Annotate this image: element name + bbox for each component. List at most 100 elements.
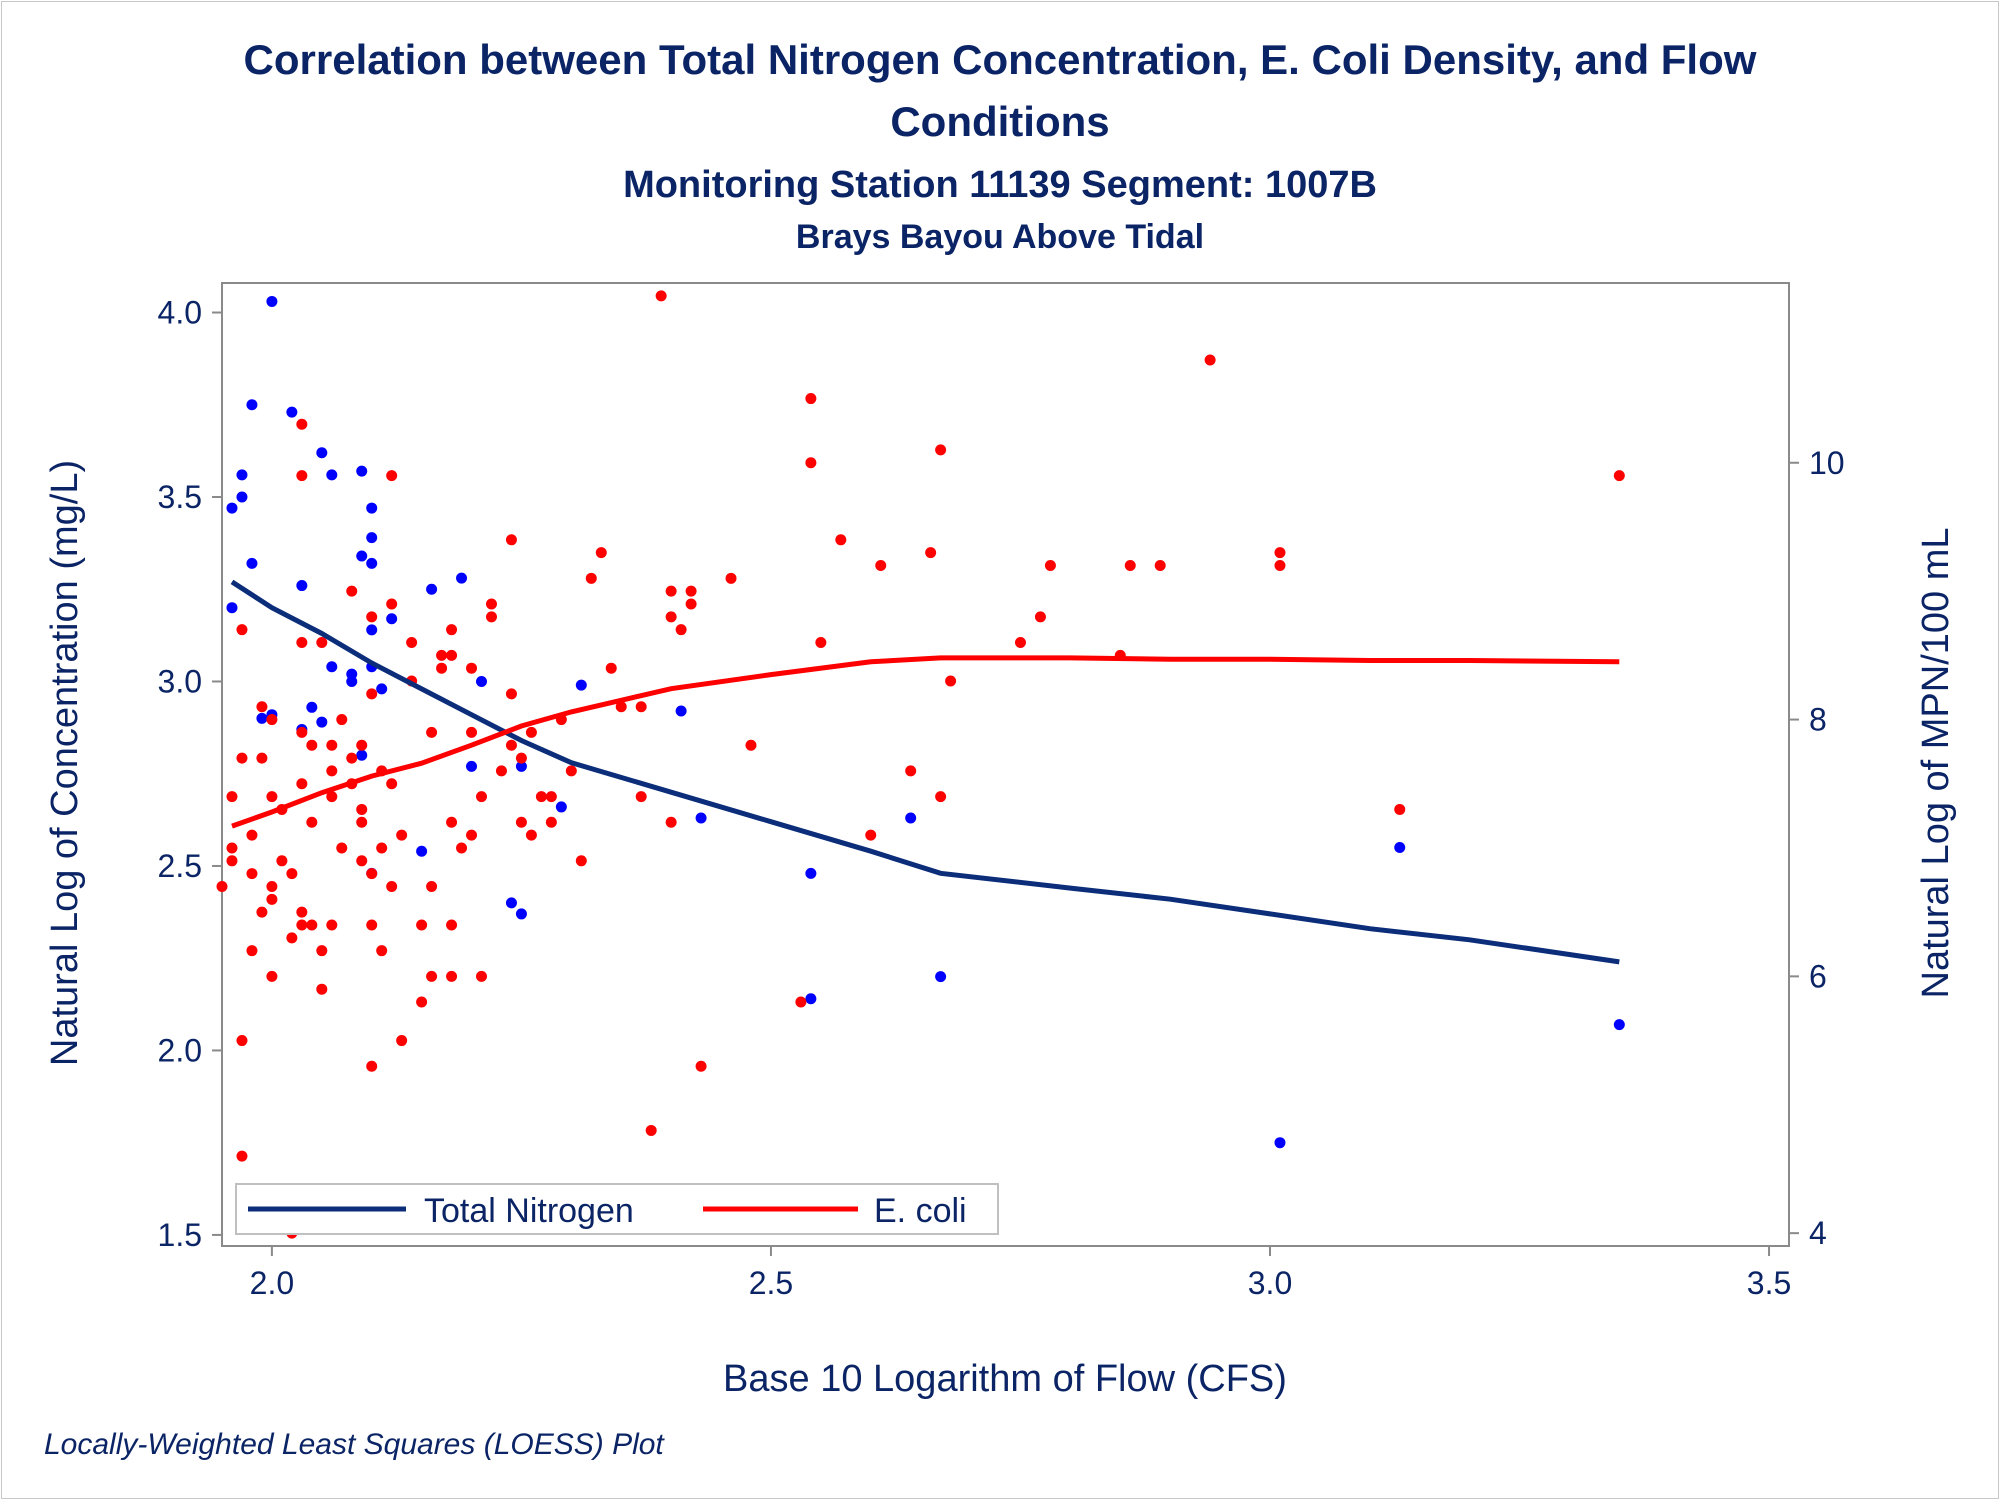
ecoli-data-point xyxy=(426,880,438,892)
nitrogen-data-point xyxy=(935,971,947,983)
ecoli-data-point xyxy=(386,598,398,610)
nitrogen-data-point xyxy=(326,469,338,481)
ecoli-data-point xyxy=(535,791,547,803)
ecoli-data-point xyxy=(306,739,318,751)
x-tick-label: 2.0 xyxy=(250,1265,294,1301)
legend-label-ecoli: E. coli xyxy=(874,1192,967,1230)
ecoli-data-point xyxy=(725,572,737,584)
ecoli-data-point xyxy=(446,816,458,828)
ecoli-data-point xyxy=(515,752,527,764)
ecoli-data-point xyxy=(336,842,348,854)
nitrogen-data-point xyxy=(306,701,318,713)
ecoli-data-point xyxy=(935,444,947,456)
ecoli-data-point xyxy=(1394,803,1406,815)
ecoli-data-point xyxy=(386,880,398,892)
y-tick-label: 4.0 xyxy=(158,295,202,331)
ecoli-data-point xyxy=(635,701,647,713)
nitrogen-data-point xyxy=(236,469,248,481)
ecoli-data-point xyxy=(226,855,238,867)
ecoli-data-point xyxy=(685,598,697,610)
ecoli-data-point xyxy=(366,868,378,880)
ecoli-data-point xyxy=(525,829,537,841)
ecoli-data-point xyxy=(835,534,847,546)
y-tick-label: 2.5 xyxy=(158,848,202,884)
footnote: Locally-Weighted Least Squares (LOESS) P… xyxy=(44,1428,664,1461)
y2-tick-label: 8 xyxy=(1809,702,1827,738)
ecoli-data-point xyxy=(436,662,448,674)
plot-area xyxy=(221,282,1790,1247)
ecoli-data-point xyxy=(575,855,587,867)
ecoli-data-point xyxy=(505,739,517,751)
ecoli-data-point xyxy=(485,598,497,610)
y-tick-label: 2.0 xyxy=(158,1032,202,1068)
ecoli-data-point xyxy=(515,816,527,828)
nitrogen-data-point xyxy=(1613,1019,1625,1031)
nitrogen-data-point xyxy=(575,679,587,691)
y-axis-label-right: Natural Log of MPN/100 mL xyxy=(1915,527,1957,998)
ecoli-data-point xyxy=(426,726,438,738)
nitrogen-data-point xyxy=(356,550,368,562)
ecoli-data-point xyxy=(545,791,557,803)
ecoli-data-point xyxy=(266,791,278,803)
ecoli-data-point xyxy=(266,970,278,982)
y2-tick-label: 4 xyxy=(1809,1215,1827,1251)
ecoli-data-point xyxy=(1014,637,1026,649)
ecoli-data-point xyxy=(296,919,308,931)
nitrogen-data-point xyxy=(316,447,328,459)
ecoli-data-point xyxy=(236,624,248,636)
ecoli-data-point xyxy=(466,662,478,674)
nitrogen-data-point xyxy=(515,760,527,772)
nitrogen-data-point xyxy=(675,705,687,717)
ecoli-data-point xyxy=(326,739,338,751)
ecoli-data-point xyxy=(865,829,877,841)
legend: Total Nitrogen E. coli xyxy=(235,1183,999,1235)
ecoli-data-point xyxy=(416,919,428,931)
ecoli-data-point xyxy=(226,842,238,854)
ecoli-data-point xyxy=(256,906,268,918)
ecoli-data-point xyxy=(306,919,318,931)
ecoli-data-point xyxy=(1034,611,1046,623)
nitrogen-data-point xyxy=(456,572,468,584)
ecoli-data-point xyxy=(1274,559,1286,571)
ecoli-data-point xyxy=(326,919,338,931)
ecoli-data-point xyxy=(695,1060,707,1072)
ecoli-data-point xyxy=(326,791,338,803)
ecoli-data-point xyxy=(905,765,917,777)
ecoli-data-point xyxy=(416,996,428,1008)
ecoli-data-point xyxy=(266,893,278,905)
ecoli-data-point xyxy=(1204,354,1216,366)
y-axis-label-left: Natural Log of Concentration (mg/L) xyxy=(44,460,86,1066)
nitrogen-data-point xyxy=(695,812,707,824)
ecoli-data-point xyxy=(366,919,378,931)
ecoli-data-point xyxy=(615,701,627,713)
ecoli-data-point xyxy=(316,945,328,957)
ecoli-data-point xyxy=(406,637,418,649)
ecoli-data-point xyxy=(346,752,358,764)
nitrogen-data-point xyxy=(236,491,248,503)
nitrogen-data-point xyxy=(366,624,378,636)
ecoli-data-point xyxy=(495,765,507,777)
ecoli-data-point xyxy=(436,649,448,661)
ecoli-data-point xyxy=(525,726,537,738)
ecoli-data-point xyxy=(336,714,348,726)
ecoli-data-point xyxy=(805,457,817,469)
ecoli-data-point xyxy=(446,624,458,636)
nitrogen-data-point xyxy=(246,557,258,569)
chart-title-line-2: Conditions xyxy=(890,98,1110,145)
nitrogen-data-point xyxy=(505,897,517,909)
ecoli-data-point xyxy=(505,688,517,700)
nitrogen-data-point xyxy=(1274,1137,1286,1149)
ecoli-data-point xyxy=(476,970,488,982)
y2-tick-label: 6 xyxy=(1809,958,1827,994)
nitrogen-data-point xyxy=(416,845,428,857)
ecoli-data-point xyxy=(426,970,438,982)
ecoli-data-point xyxy=(585,572,597,584)
nitrogen-data-point xyxy=(386,613,398,625)
ecoli-data-point xyxy=(545,816,557,828)
ecoli-data-point xyxy=(805,393,817,405)
ecoli-data-point xyxy=(446,649,458,661)
ecoli-data-point xyxy=(466,726,478,738)
nitrogen-data-point xyxy=(1394,842,1406,854)
ecoli-data-point xyxy=(875,559,887,571)
